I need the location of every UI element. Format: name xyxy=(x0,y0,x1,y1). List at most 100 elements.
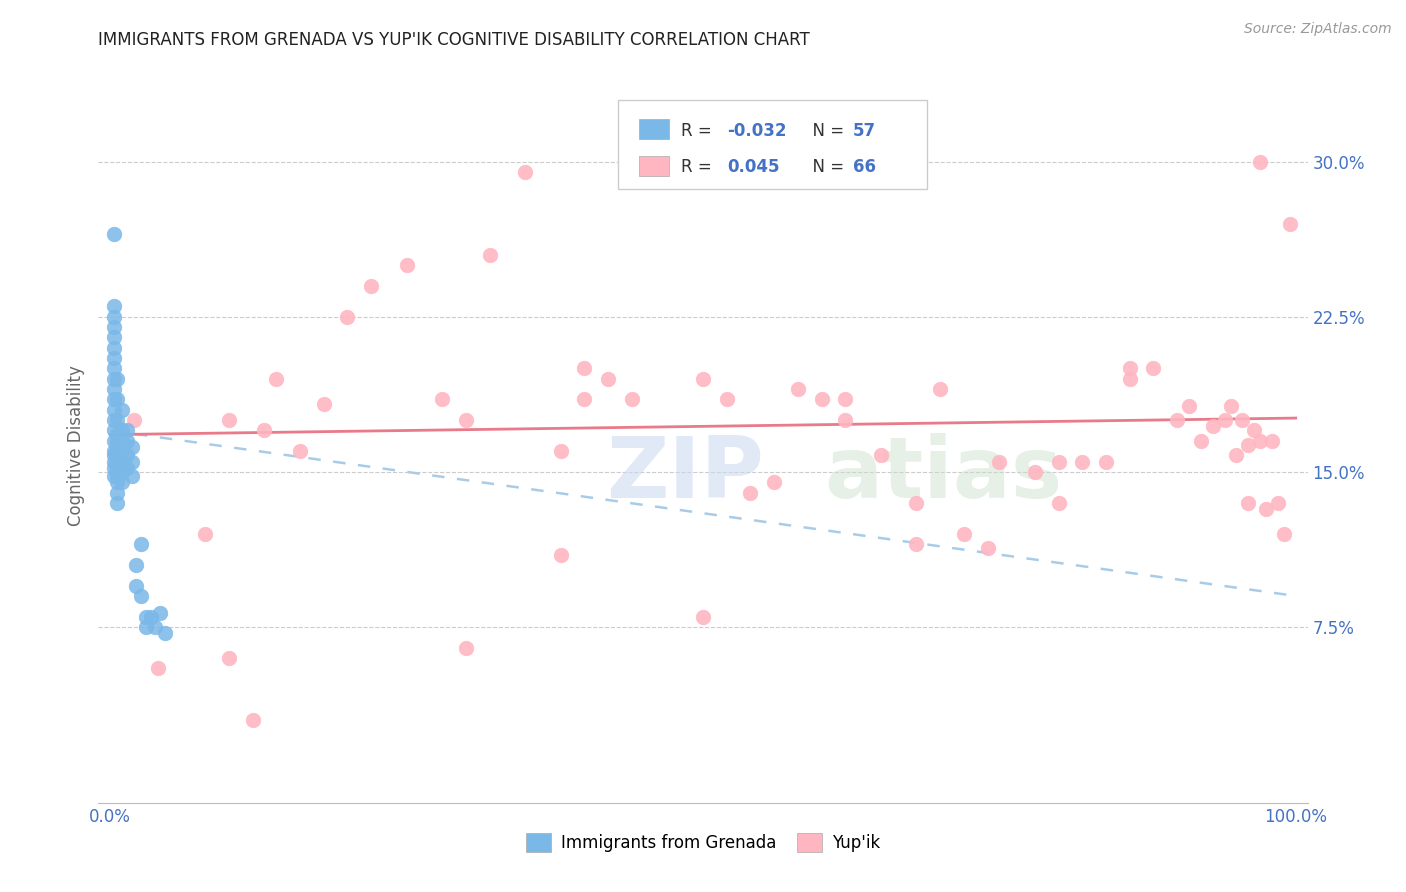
FancyBboxPatch shape xyxy=(638,156,669,176)
Point xyxy=(905,496,928,510)
Point xyxy=(550,548,572,562)
Point xyxy=(105,465,128,479)
Point xyxy=(103,454,125,468)
Text: 0.045: 0.045 xyxy=(727,159,780,177)
Text: ZIP: ZIP xyxy=(606,433,763,516)
Point xyxy=(905,537,928,551)
Point xyxy=(115,460,138,475)
Point xyxy=(574,392,596,407)
FancyBboxPatch shape xyxy=(638,120,669,139)
Point xyxy=(1189,434,1212,448)
Text: Source: ZipAtlas.com: Source: ZipAtlas.com xyxy=(1244,22,1392,37)
Point xyxy=(111,424,134,438)
Point xyxy=(360,278,382,293)
Point xyxy=(105,413,128,427)
Point xyxy=(1249,154,1271,169)
Point xyxy=(103,382,125,396)
Point xyxy=(105,496,128,510)
Point xyxy=(105,448,128,462)
Point xyxy=(111,465,134,479)
Point xyxy=(869,448,891,462)
Point xyxy=(620,392,643,407)
Point xyxy=(135,609,157,624)
Point xyxy=(103,351,125,365)
Text: 66: 66 xyxy=(853,159,876,177)
Point xyxy=(763,475,786,490)
Point xyxy=(105,427,128,442)
Point xyxy=(1119,361,1142,376)
Point xyxy=(574,361,596,376)
Point xyxy=(1202,419,1225,434)
Point xyxy=(312,396,335,410)
Point xyxy=(692,372,714,386)
Point xyxy=(432,392,454,407)
Point xyxy=(121,454,143,468)
Text: 57: 57 xyxy=(853,121,876,139)
Point xyxy=(336,310,359,324)
Text: atias: atias xyxy=(824,433,1062,516)
Point xyxy=(810,392,832,407)
Text: IMMIGRANTS FROM GRENADA VS YUP'IK COGNITIVE DISABILITY CORRELATION CHART: IMMIGRANTS FROM GRENADA VS YUP'IK COGNIT… xyxy=(98,31,810,49)
Point xyxy=(105,434,128,448)
Point xyxy=(1219,399,1241,413)
Point xyxy=(952,527,974,541)
Point xyxy=(103,299,125,313)
Point xyxy=(103,469,125,483)
Point xyxy=(103,448,125,462)
Point xyxy=(288,444,311,458)
Point xyxy=(1261,434,1284,448)
Point xyxy=(834,392,856,407)
Point xyxy=(125,558,148,572)
Point xyxy=(395,258,418,272)
Point xyxy=(1278,217,1301,231)
Point xyxy=(253,424,276,438)
Point xyxy=(1047,496,1070,510)
Point xyxy=(1047,454,1070,468)
Point xyxy=(550,444,572,458)
Point xyxy=(105,454,128,468)
Point xyxy=(1237,438,1260,452)
Point xyxy=(121,469,143,483)
Point xyxy=(122,413,145,427)
Point xyxy=(115,448,138,462)
Point xyxy=(103,361,125,376)
Point xyxy=(1232,413,1254,427)
Point xyxy=(103,320,125,334)
Point xyxy=(1243,424,1265,438)
Point xyxy=(1213,413,1236,427)
Point xyxy=(111,475,134,490)
Point xyxy=(740,485,762,500)
Point xyxy=(1024,465,1046,479)
Point xyxy=(1249,434,1271,448)
Point xyxy=(103,330,125,344)
Point xyxy=(115,424,138,438)
Point xyxy=(1254,502,1277,516)
Point xyxy=(135,620,157,634)
Point xyxy=(1119,372,1142,386)
Point xyxy=(139,609,162,624)
Text: N =: N = xyxy=(803,159,849,177)
Point xyxy=(105,440,128,454)
Point xyxy=(111,444,134,458)
Point xyxy=(111,454,134,468)
Point xyxy=(111,434,134,448)
Point xyxy=(143,620,166,634)
Point xyxy=(1237,496,1260,510)
Legend: Immigrants from Grenada, Yup'ik: Immigrants from Grenada, Yup'ik xyxy=(520,826,886,859)
Point xyxy=(149,606,172,620)
Point xyxy=(105,469,128,483)
Point xyxy=(103,341,125,355)
Point xyxy=(105,475,128,490)
Point xyxy=(103,413,125,427)
Point xyxy=(103,372,125,386)
Point xyxy=(125,579,148,593)
Point xyxy=(103,402,125,417)
Text: N =: N = xyxy=(803,121,849,139)
Point xyxy=(692,609,714,624)
Point xyxy=(598,372,620,386)
Point xyxy=(454,640,477,655)
Point xyxy=(218,651,240,665)
Point xyxy=(454,413,477,427)
Point xyxy=(103,310,125,324)
Point xyxy=(121,440,143,454)
